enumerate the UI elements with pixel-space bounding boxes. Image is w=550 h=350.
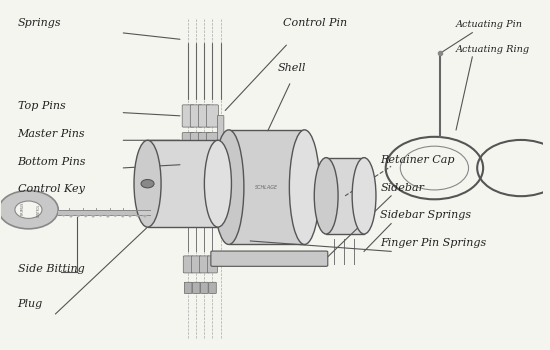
FancyBboxPatch shape — [182, 105, 194, 127]
Text: Sidebar Springs: Sidebar Springs — [380, 210, 471, 220]
Ellipse shape — [289, 130, 320, 244]
FancyBboxPatch shape — [199, 105, 210, 127]
FancyBboxPatch shape — [184, 282, 192, 293]
FancyBboxPatch shape — [182, 133, 194, 148]
Ellipse shape — [314, 158, 338, 234]
Ellipse shape — [213, 130, 244, 244]
Polygon shape — [76, 215, 81, 217]
Text: Control Key: Control Key — [18, 184, 85, 194]
Text: Sidebar: Sidebar — [380, 183, 424, 193]
FancyBboxPatch shape — [217, 116, 224, 172]
FancyBboxPatch shape — [208, 282, 216, 293]
FancyBboxPatch shape — [207, 152, 218, 172]
Polygon shape — [90, 215, 96, 218]
Polygon shape — [113, 215, 118, 217]
FancyBboxPatch shape — [207, 256, 217, 273]
Text: SCHLAGE: SCHLAGE — [255, 185, 278, 190]
Polygon shape — [98, 215, 103, 217]
Text: Plug: Plug — [18, 299, 43, 309]
Polygon shape — [68, 215, 74, 218]
Polygon shape — [105, 215, 111, 218]
FancyBboxPatch shape — [191, 256, 201, 273]
Text: Shell: Shell — [277, 63, 306, 73]
FancyBboxPatch shape — [200, 256, 209, 273]
FancyBboxPatch shape — [199, 152, 210, 172]
Text: Retainer Cap: Retainer Cap — [380, 155, 455, 165]
Polygon shape — [61, 215, 67, 217]
Text: Top Pins: Top Pins — [18, 101, 65, 111]
Text: Springs: Springs — [18, 18, 61, 28]
Text: Finger Pin Springs: Finger Pin Springs — [380, 238, 487, 248]
FancyBboxPatch shape — [199, 133, 210, 148]
Polygon shape — [83, 215, 89, 218]
FancyBboxPatch shape — [183, 152, 194, 172]
Text: Bottom Pins: Bottom Pins — [18, 156, 86, 167]
Polygon shape — [58, 210, 150, 215]
Text: Control Pin: Control Pin — [283, 18, 347, 28]
Ellipse shape — [134, 140, 161, 227]
Polygon shape — [135, 215, 140, 217]
Bar — [229, 130, 305, 244]
Polygon shape — [120, 215, 125, 218]
Text: Master Pins: Master Pins — [18, 129, 85, 139]
Bar — [147, 140, 218, 227]
Circle shape — [15, 201, 42, 218]
Circle shape — [0, 191, 58, 229]
Text: PRIMUS: PRIMUS — [21, 201, 25, 215]
Polygon shape — [128, 215, 133, 218]
Text: Side Bitting: Side Bitting — [18, 264, 84, 274]
Ellipse shape — [352, 158, 376, 234]
Text: Actuating Pin: Actuating Pin — [456, 20, 523, 29]
Text: CONTROL: CONTROL — [36, 204, 41, 217]
FancyBboxPatch shape — [183, 256, 193, 273]
Ellipse shape — [205, 140, 232, 227]
Polygon shape — [142, 215, 147, 218]
Bar — [326, 158, 364, 234]
FancyBboxPatch shape — [211, 251, 328, 266]
FancyBboxPatch shape — [192, 282, 200, 293]
FancyBboxPatch shape — [190, 105, 202, 127]
Circle shape — [141, 180, 154, 188]
Text: Actuating Ring: Actuating Ring — [456, 45, 530, 54]
FancyBboxPatch shape — [190, 133, 202, 148]
FancyBboxPatch shape — [207, 105, 218, 127]
FancyBboxPatch shape — [207, 133, 218, 148]
FancyBboxPatch shape — [191, 152, 202, 172]
FancyBboxPatch shape — [201, 282, 208, 293]
Polygon shape — [150, 210, 158, 215]
